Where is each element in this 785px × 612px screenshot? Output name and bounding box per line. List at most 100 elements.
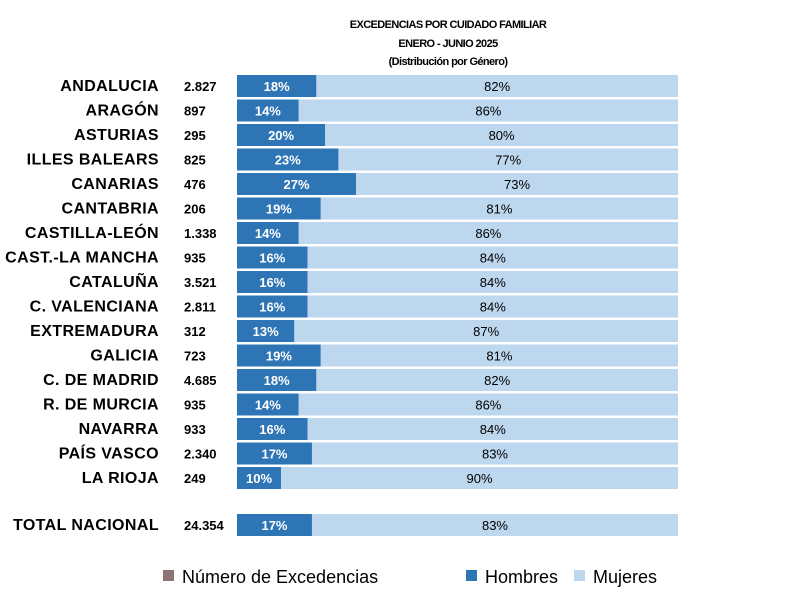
legend-label: Mujeres [593,567,657,587]
excedencias-count: 933 [184,422,206,437]
label-hombres: 18% [264,79,290,94]
region-label: EXTREMADURA [30,323,159,340]
label-mujeres: 83% [482,518,508,533]
label-hombres: 17% [261,518,287,533]
excedencias-count: 2.827 [184,79,217,94]
bar-hombres [237,442,312,465]
bar-hombres [237,148,339,171]
label-hombres: 14% [255,226,281,241]
legend-item-n-mero-de-excedencias: Número de Excedencias [163,567,378,587]
row-extremadura: EXTREMADURA 312 13% 87% [30,320,678,342]
bar-mujeres [316,75,678,97]
row-asturias: ASTURIAS 295 20% 80% [74,124,678,146]
region-label: CASTILLA-LEÓN [25,223,159,242]
bar-hombres [237,418,308,440]
region-label: R. DE MURCIA [43,397,159,414]
label-hombres: 10% [246,471,272,486]
region-label: NAVARRA [79,421,159,438]
excedencias-count: 723 [184,349,206,364]
bar-hombres [237,320,295,342]
legend-swatch [466,570,477,581]
total-row: TOTAL NACIONAL 24.354 17% 83% [13,514,678,536]
label-hombres: 14% [255,104,281,119]
region-label: TOTAL NACIONAL [13,517,159,534]
excedencias-count: 206 [184,202,206,217]
bar-hombres [237,514,312,536]
region-label: PAÍS VASCO [59,444,159,463]
bar-mujeres [294,320,678,342]
bar-hombres [237,222,299,244]
label-mujeres: 80% [489,128,515,143]
excedencias-count: 935 [184,398,206,413]
chart-title-line-2: ENERO - JUNIO 2025 [398,38,498,50]
excedencias-count: 2.340 [184,447,217,462]
legend-swatch [163,570,174,581]
bar-mujeres [307,418,678,440]
label-hombres: 14% [255,398,281,413]
label-mujeres: 87% [473,324,499,339]
chart-title: EXCEDENCIAS POR CUIDADO FAMILIAR ENERO -… [350,19,548,68]
row-illes-balears: ILLES BALEARS 825 23% 77% [27,148,678,171]
row-la-rioja: LA RIOJA 249 10% 90% [82,467,678,489]
bar-mujeres [298,99,678,122]
row-catalu-a: CATALUÑA 3.521 16% 84% [69,271,678,293]
bar-mujeres [311,442,678,465]
region-label: CATALUÑA [69,271,159,291]
row-total-nacional: TOTAL NACIONAL 24.354 17% 83% [13,514,678,536]
label-mujeres: 73% [504,177,530,192]
label-mujeres: 84% [480,300,506,315]
chart-title-line-3: (Distribución por Género) [389,56,509,68]
label-hombres: 16% [259,300,285,315]
region-label: GALICIA [90,348,159,365]
bar-hombres [237,295,308,318]
legend-swatch [574,570,585,581]
excedencias-count: 249 [184,471,206,486]
row-c-valenciana: C. VALENCIANA 2.811 16% 84% [30,295,678,318]
region-label: ANDALUCIA [60,78,159,95]
bar-hombres [237,369,317,391]
row-cantabria: CANTABRIA 206 19% 81% [61,197,678,220]
bar-mujeres [338,148,678,171]
row-r-de-murcia: R. DE MURCIA 935 14% 86% [43,393,678,416]
label-hombres: 18% [264,373,290,388]
chart-rows: ANDALUCIA 2.827 18% 82% ARAGÓN 897 14% 86% ASTUR… [5,75,678,489]
row-andalucia: ANDALUCIA 2.827 18% 82% [60,75,678,97]
bar-hombres [237,344,321,367]
legend-label: Número de Excedencias [182,567,378,587]
excedencias-count: 312 [184,324,206,339]
chart-legend: Número de Excedencias Hombres Mujeres [163,567,657,587]
excedencias-count: 897 [184,104,206,119]
row-navarra: NAVARRA 933 16% 84% [79,418,678,440]
row-arag-n: ARAGÓN 897 14% 86% [85,99,678,122]
label-mujeres: 77% [495,153,521,168]
row-castilla-le-n: CASTILLA-LEÓN 1.338 14% 86% [25,222,678,244]
excedencias-count: 935 [184,251,206,266]
label-mujeres: 82% [484,79,510,94]
label-mujeres: 84% [480,251,506,266]
bar-mujeres [316,369,678,391]
region-label: ARAGÓN [85,101,159,120]
label-hombres: 23% [275,153,301,168]
bar-hombres [237,246,308,269]
region-label: C. DE MADRID [43,372,159,389]
excedencias-count: 295 [184,128,206,143]
row-pa-s-vasco: PAÍS VASCO 2.340 17% 83% [59,442,678,465]
region-label: CAST.-LA MANCHA [5,250,159,267]
bar-hombres [237,197,321,220]
region-label: C. VALENCIANA [30,299,159,316]
bar-mujeres [320,344,678,367]
row-c-de-madrid: C. DE MADRID 4.685 18% 82% [43,369,678,391]
label-mujeres: 86% [475,226,501,241]
label-hombres: 17% [261,447,287,462]
label-mujeres: 84% [480,275,506,290]
label-mujeres: 84% [480,422,506,437]
legend-label: Hombres [485,567,558,587]
region-label: CANTABRIA [61,201,159,218]
bar-mujeres [325,124,678,146]
excedencias-count: 4.685 [184,373,217,388]
bar-hombres [237,271,308,293]
bar-mujeres [281,467,678,489]
bar-mujeres [307,271,678,293]
excedencias-count: 1.338 [184,226,217,241]
